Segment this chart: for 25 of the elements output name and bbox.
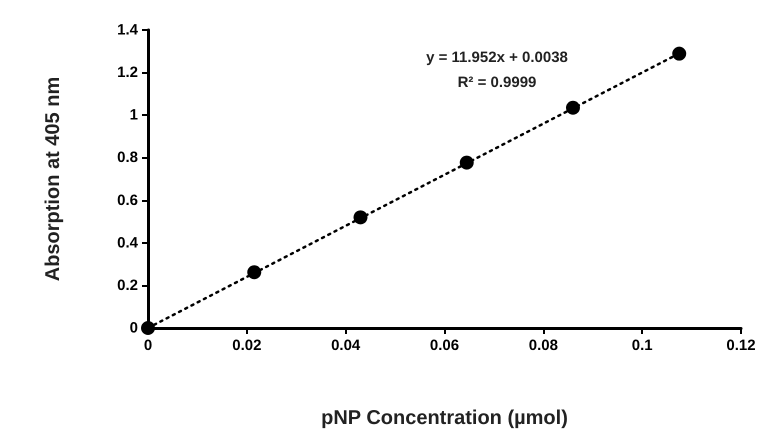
- y-tick-label: 0.4: [117, 234, 139, 252]
- y-tick-label: 0: [130, 320, 138, 336]
- x-tick-label: 0.08: [528, 337, 558, 354]
- point: [460, 156, 474, 170]
- y-tick-label: 0.8: [117, 149, 138, 166]
- y-axis-title: Absorption at 405 nm: [42, 76, 64, 282]
- x-tick-label: 0.06: [430, 337, 460, 354]
- point: [141, 321, 155, 335]
- x-tick-label: 0.12: [726, 337, 756, 354]
- x-axis-title: pNP Concentration (µmol): [321, 407, 568, 429]
- y-tick-label: 1.2: [117, 64, 138, 82]
- x-tick-label: 0.1: [632, 337, 653, 354]
- point: [672, 46, 686, 61]
- point: [354, 210, 368, 224]
- x-tick-label: 0.02: [232, 337, 262, 354]
- x-tick-label: 0.04: [331, 337, 361, 354]
- point: [566, 100, 580, 115]
- y-tick-label: 0.6: [117, 192, 138, 209]
- annotation: y = 11.952x + 0.0038: [426, 49, 568, 66]
- annotation: R² = 0.9999: [458, 74, 536, 91]
- point: [247, 265, 262, 280]
- y-tick-label: 1: [130, 106, 138, 124]
- y-tick-label: 1.4: [117, 22, 139, 38]
- x-tick-label: 0: [144, 337, 152, 354]
- y-tick-label: 0.2: [117, 276, 138, 294]
